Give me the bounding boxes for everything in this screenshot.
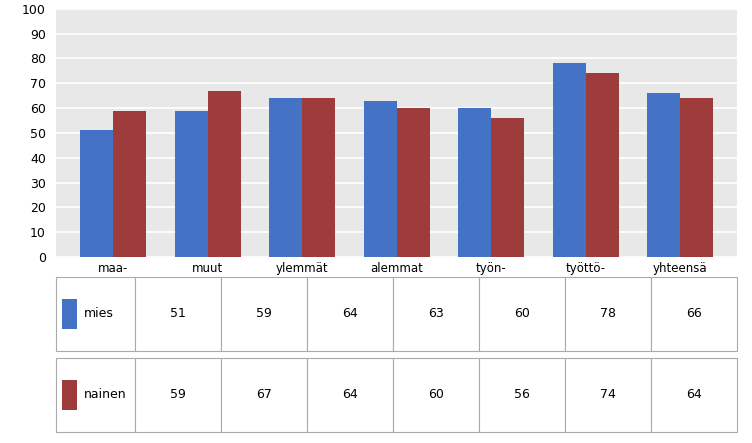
Bar xyxy=(458,108,491,257)
Bar xyxy=(553,63,586,257)
Bar xyxy=(491,118,524,257)
Bar xyxy=(174,111,208,257)
Bar xyxy=(220,277,307,351)
Bar xyxy=(565,358,651,432)
Text: 60: 60 xyxy=(514,307,530,320)
Bar xyxy=(364,101,397,257)
Text: 64: 64 xyxy=(342,307,358,320)
Bar xyxy=(479,358,565,432)
Bar xyxy=(651,358,737,432)
Text: 51: 51 xyxy=(170,307,186,320)
Text: mies: mies xyxy=(83,307,114,320)
Bar xyxy=(269,98,302,257)
Bar xyxy=(397,108,429,257)
Text: 60: 60 xyxy=(428,389,444,401)
Bar xyxy=(302,98,335,257)
Text: 67: 67 xyxy=(256,389,271,401)
Text: 59: 59 xyxy=(256,307,271,320)
Bar xyxy=(135,358,220,432)
Bar xyxy=(586,74,619,257)
Text: 56: 56 xyxy=(514,389,530,401)
Bar xyxy=(56,277,135,351)
Bar xyxy=(62,299,77,329)
Text: 64: 64 xyxy=(686,389,702,401)
Bar xyxy=(62,380,77,410)
Text: nainen: nainen xyxy=(83,389,126,401)
Text: 78: 78 xyxy=(600,307,616,320)
Text: 74: 74 xyxy=(600,389,616,401)
Bar xyxy=(80,130,113,257)
Text: 64: 64 xyxy=(342,389,358,401)
Bar xyxy=(647,93,681,257)
Bar xyxy=(208,91,241,257)
Bar xyxy=(113,111,146,257)
Text: 63: 63 xyxy=(428,307,444,320)
Bar xyxy=(393,358,479,432)
Bar xyxy=(681,98,714,257)
Text: 59: 59 xyxy=(170,389,186,401)
Bar xyxy=(479,277,565,351)
Text: 66: 66 xyxy=(686,307,702,320)
Bar xyxy=(307,277,393,351)
Bar xyxy=(393,277,479,351)
Bar xyxy=(220,358,307,432)
Bar xyxy=(651,277,737,351)
Bar xyxy=(307,358,393,432)
Bar xyxy=(565,277,651,351)
Bar xyxy=(56,358,135,432)
Bar xyxy=(135,277,220,351)
